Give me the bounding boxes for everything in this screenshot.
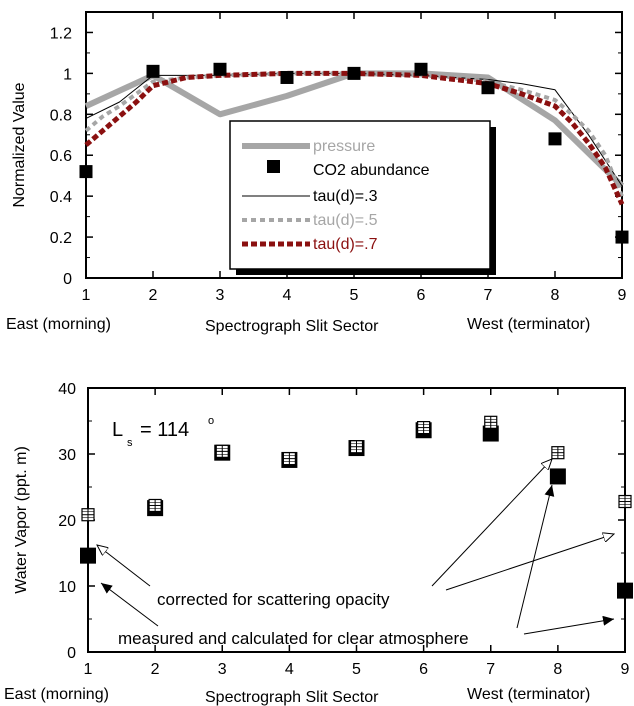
top-xtick-label: 9	[618, 287, 627, 304]
arrow-measured-8	[516, 484, 555, 629]
arrow-measured-1	[100, 582, 159, 627]
co2-point	[481, 81, 495, 95]
top-xtick-label: 4	[283, 287, 292, 304]
legend-pressure-label: pressure	[313, 138, 375, 155]
arrow-measured-9	[523, 615, 615, 635]
corrected-point	[282, 452, 296, 466]
top-ytick-label: 1	[63, 66, 72, 83]
bottom-xlabel-right: West (terminator)	[467, 686, 590, 703]
top-ytick-label: 0.2	[50, 230, 72, 247]
bottom-xtick-label: 6	[419, 661, 428, 678]
ls-subscript: s	[127, 437, 133, 449]
top-ytick-label: 1.2	[50, 25, 72, 42]
ls-degree: o	[208, 415, 214, 427]
bottom-xtick-label: 7	[486, 661, 495, 678]
top-ytick-label: 0	[63, 271, 72, 288]
corrected-point	[618, 494, 632, 509]
top-xtick-label: 2	[149, 287, 158, 304]
top-xtick-label: 5	[350, 287, 359, 304]
ls-value: = 114	[140, 419, 189, 441]
bottom-xtick-label: 5	[352, 661, 361, 678]
top-xtick-label: 8	[551, 287, 560, 304]
corrected-point	[148, 498, 162, 513]
measured-point	[80, 547, 96, 564]
bottom-xtick-label: 2	[151, 661, 160, 678]
corrected-point	[551, 446, 565, 460]
bottom-xlabel-left: East (morning)	[4, 686, 109, 703]
corrected-point	[81, 508, 95, 522]
top-ytick-label: 0.6	[50, 148, 72, 165]
top-xtick-label: 1	[82, 287, 91, 304]
arrow-corrected-1	[97, 545, 151, 587]
bottom-ylabel: Water Vapor (ppt. m)	[13, 446, 30, 594]
legend-tau5-label: tau(d)=.5	[313, 212, 378, 229]
corrected-point	[417, 421, 431, 435]
corrected-point	[349, 440, 364, 454]
measured-point	[482, 425, 499, 442]
bottom-ytick-label: 20	[58, 513, 76, 530]
corrected-point	[484, 415, 498, 429]
legend-co2-label: CO2 abundance	[313, 162, 430, 179]
bottom-xlabel: Spectrograph Slit Sector	[205, 689, 379, 706]
co2-point	[213, 62, 227, 76]
top-xlabel-left: East (morning)	[6, 316, 111, 333]
co2-point	[146, 64, 160, 78]
co2-point	[79, 165, 93, 179]
legend-tau7-label: tau(d)=.7	[313, 236, 378, 253]
co2-point	[347, 66, 361, 80]
legend-co2-swatch	[267, 160, 280, 173]
top-ytick-label: 0.8	[50, 107, 72, 124]
bottom-ytick-label: 30	[58, 447, 76, 464]
bottom-xtick-label: 8	[553, 661, 562, 678]
top-xtick-label: 6	[417, 287, 426, 304]
bottom-xtick-label: 9	[621, 661, 630, 678]
co2-point	[548, 132, 562, 146]
measured-annotation: measured and calculated for clear atmosp…	[118, 629, 469, 648]
bottom-xtick-label: 3	[218, 661, 227, 678]
top-ylabel: Normalized Value	[11, 82, 28, 207]
top-xtick-label: 7	[484, 287, 493, 304]
top-xlabel-right: West (terminator)	[467, 316, 590, 333]
top-xtick-label: 3	[216, 287, 225, 304]
co2-point	[414, 62, 428, 76]
arrow-corrected-8	[431, 459, 552, 587]
top-ytick-label: 0.4	[50, 189, 72, 206]
bottom-ytick-label: 10	[58, 579, 76, 596]
measured-point	[549, 468, 566, 485]
ls-letter: L	[112, 419, 123, 441]
bottom-xtick-label: 1	[84, 661, 93, 678]
co2-point	[615, 230, 629, 244]
corrected-point	[215, 444, 229, 458]
ls-annotation: L s = 114 o	[112, 415, 214, 449]
corrected-annotation: corrected for scattering opacity	[157, 590, 390, 609]
series-line-tau-d-7	[84, 70, 625, 206]
top-chart: 1 2 3 4 5 6 7 8 9 0 0.2 0.4 0.6 0.8 1 1.2 Normalized Va…	[6, 11, 629, 335]
bottom-xtick-label: 4	[285, 661, 294, 678]
bottom-ytick-label: 40	[58, 381, 76, 398]
co2-point	[280, 70, 294, 84]
arrow-corrected-9	[445, 534, 614, 591]
measured-point	[617, 582, 633, 599]
legend-tau3-label: tau(d)=.3	[313, 188, 378, 205]
top-xlabel: Spectrograph Slit Sector	[205, 318, 379, 335]
bottom-ytick-label: 0	[67, 645, 76, 662]
top-legend: pressure CO2 abundance tau(d)=.3 tau(d)=…	[229, 120, 496, 275]
